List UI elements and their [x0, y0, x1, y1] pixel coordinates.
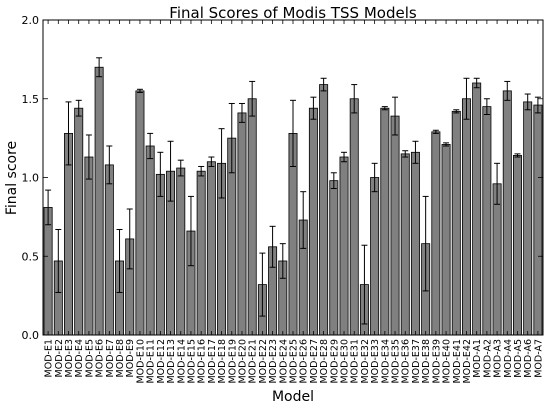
- x-axis: MOD-E1 MOD-E2 MOD-E3 MOD-E4 MOD-E5 MOD-E6 MOD-…: [44, 20, 544, 384]
- x-tick-label: MOD-E6: [95, 339, 106, 377]
- x-tick-label: MOD-E18: [217, 339, 228, 384]
- bar-mod-e11: [145, 145, 155, 336]
- bar-mod-e39: [431, 131, 441, 336]
- x-tick-label: MOD-A6: [523, 339, 534, 378]
- x-tick-label: MOD-E39: [431, 339, 442, 384]
- y-axis: 0.0 0.5 1.0 1.5 2.0: [22, 14, 543, 342]
- bar-mod-e41: [451, 110, 461, 336]
- bar-mod-e31: [349, 98, 359, 336]
- bar-mod-a5: [513, 155, 522, 336]
- bar-mod-e40: [441, 144, 451, 336]
- x-tick-label: MOD-E7: [105, 339, 116, 377]
- x-tick-label: MOD-A7: [533, 339, 544, 378]
- x-tick-label: MOD-E4: [74, 339, 85, 377]
- x-tick-label: MOD-E3: [64, 339, 75, 377]
- bar-mod-e16: [196, 170, 206, 336]
- x-tick-label: MOD-A4: [503, 339, 514, 378]
- x-tick-label: MOD-E17: [207, 339, 218, 384]
- bar-mod-a3: [492, 183, 502, 336]
- x-tick-label: MOD-E1: [44, 339, 55, 377]
- bar-mod-e17: [206, 161, 216, 336]
- bar-mod-e37: [410, 151, 420, 336]
- x-tick-label: MOD-E13: [166, 339, 177, 384]
- x-tick-label: MOD-E23: [268, 339, 279, 384]
- bar-mod-e36: [400, 153, 410, 336]
- x-tick-label: MOD-E22: [258, 339, 269, 384]
- x-tick-label: MOD-E32: [360, 339, 371, 384]
- bar-mod-e7: [104, 164, 114, 336]
- x-tick-label: MOD-E8: [115, 339, 126, 377]
- bar-mod-e14: [176, 167, 186, 336]
- x-tick-label: MOD-E33: [370, 339, 381, 384]
- x-axis-label: Model: [272, 389, 314, 405]
- x-tick-label: MOD-E24: [278, 339, 289, 384]
- bar-mod-e33: [370, 177, 380, 336]
- bar-mod-e28: [319, 84, 329, 336]
- bar-mod-e12: [155, 173, 165, 336]
- error-bars-group: [45, 57, 541, 325]
- y-tick-label: 1.0: [22, 172, 40, 185]
- y-tick-label: 2.0: [22, 14, 40, 27]
- bar-mod-e10: [135, 90, 145, 336]
- bar-mod-a1: [472, 82, 482, 336]
- bar-mod-e35: [390, 115, 400, 336]
- x-tick-label: MOD-E27: [309, 339, 320, 384]
- x-tick-label: MOD-E41: [452, 339, 463, 384]
- x-tick-label: MOD-E40: [442, 339, 453, 384]
- chart-title: Final Scores of Modis TSS Models: [169, 4, 417, 22]
- bar-mod-e27: [308, 107, 318, 336]
- bar-mod-a6: [523, 101, 533, 336]
- bar-mod-e42: [461, 98, 471, 336]
- x-tick-label: MOD-E15: [186, 339, 197, 384]
- x-tick-label: MOD-E36: [401, 339, 412, 384]
- y-tick-label: 1.5: [22, 93, 40, 106]
- x-tick-label: MOD-E5: [84, 339, 95, 377]
- x-tick-label: MOD-E16: [197, 339, 208, 384]
- x-tick-label: MOD-E38: [421, 339, 432, 384]
- bar-mod-e34: [380, 107, 390, 336]
- x-tick-label: MOD-E25: [289, 339, 300, 384]
- x-tick-label: MOD-E35: [391, 339, 402, 384]
- bar-mod-e20: [237, 112, 247, 336]
- x-tick-label: MOD-E28: [319, 339, 330, 384]
- x-tick-label: MOD-E34: [380, 339, 391, 384]
- x-tick-label: MOD-E9: [125, 339, 136, 377]
- x-tick-label: MOD-E29: [329, 339, 340, 384]
- bar-mod-e6: [94, 66, 104, 336]
- x-tick-label: MOD-E11: [146, 339, 157, 384]
- x-tick-label: MOD-A1: [472, 339, 483, 378]
- x-tick-label: MOD-E37: [411, 339, 422, 384]
- x-tick-label: MOD-E10: [135, 339, 146, 384]
- x-tick-label: MOD-E42: [462, 339, 473, 384]
- x-tick-label: MOD-E12: [156, 339, 167, 384]
- x-tick-label: MOD-E2: [54, 339, 65, 377]
- x-tick-label: MOD-E26: [299, 339, 310, 384]
- bar-mod-a7: [533, 104, 543, 336]
- x-tick-label: MOD-A3: [493, 339, 504, 378]
- bar-mod-e29: [329, 180, 339, 336]
- x-tick-label: MOD-E31: [350, 339, 361, 384]
- x-tick-label: MOD-A5: [513, 339, 524, 378]
- x-tick-label: MOD-E21: [248, 339, 259, 384]
- bar-mod-a2: [482, 106, 492, 336]
- bar-mod-e30: [339, 156, 349, 336]
- bar-mod-e1: [43, 207, 53, 336]
- y-tick-label: 0.5: [22, 250, 40, 263]
- x-tick-label: MOD-E30: [340, 339, 351, 384]
- x-tick-label: MOD-E19: [227, 339, 238, 384]
- bars-group: [43, 66, 543, 336]
- x-tick-label: MOD-E20: [237, 339, 248, 384]
- bar-mod-a4: [502, 90, 512, 336]
- x-tick-label: MOD-A2: [482, 339, 493, 378]
- y-tick-label: 0.0: [22, 329, 40, 342]
- bar-mod-e5: [84, 156, 94, 336]
- bar-mod-e21: [247, 98, 257, 336]
- bar-mod-e4: [74, 107, 84, 336]
- y-axis-label: Final score: [4, 141, 20, 215]
- x-tick-label: MOD-E14: [176, 339, 187, 384]
